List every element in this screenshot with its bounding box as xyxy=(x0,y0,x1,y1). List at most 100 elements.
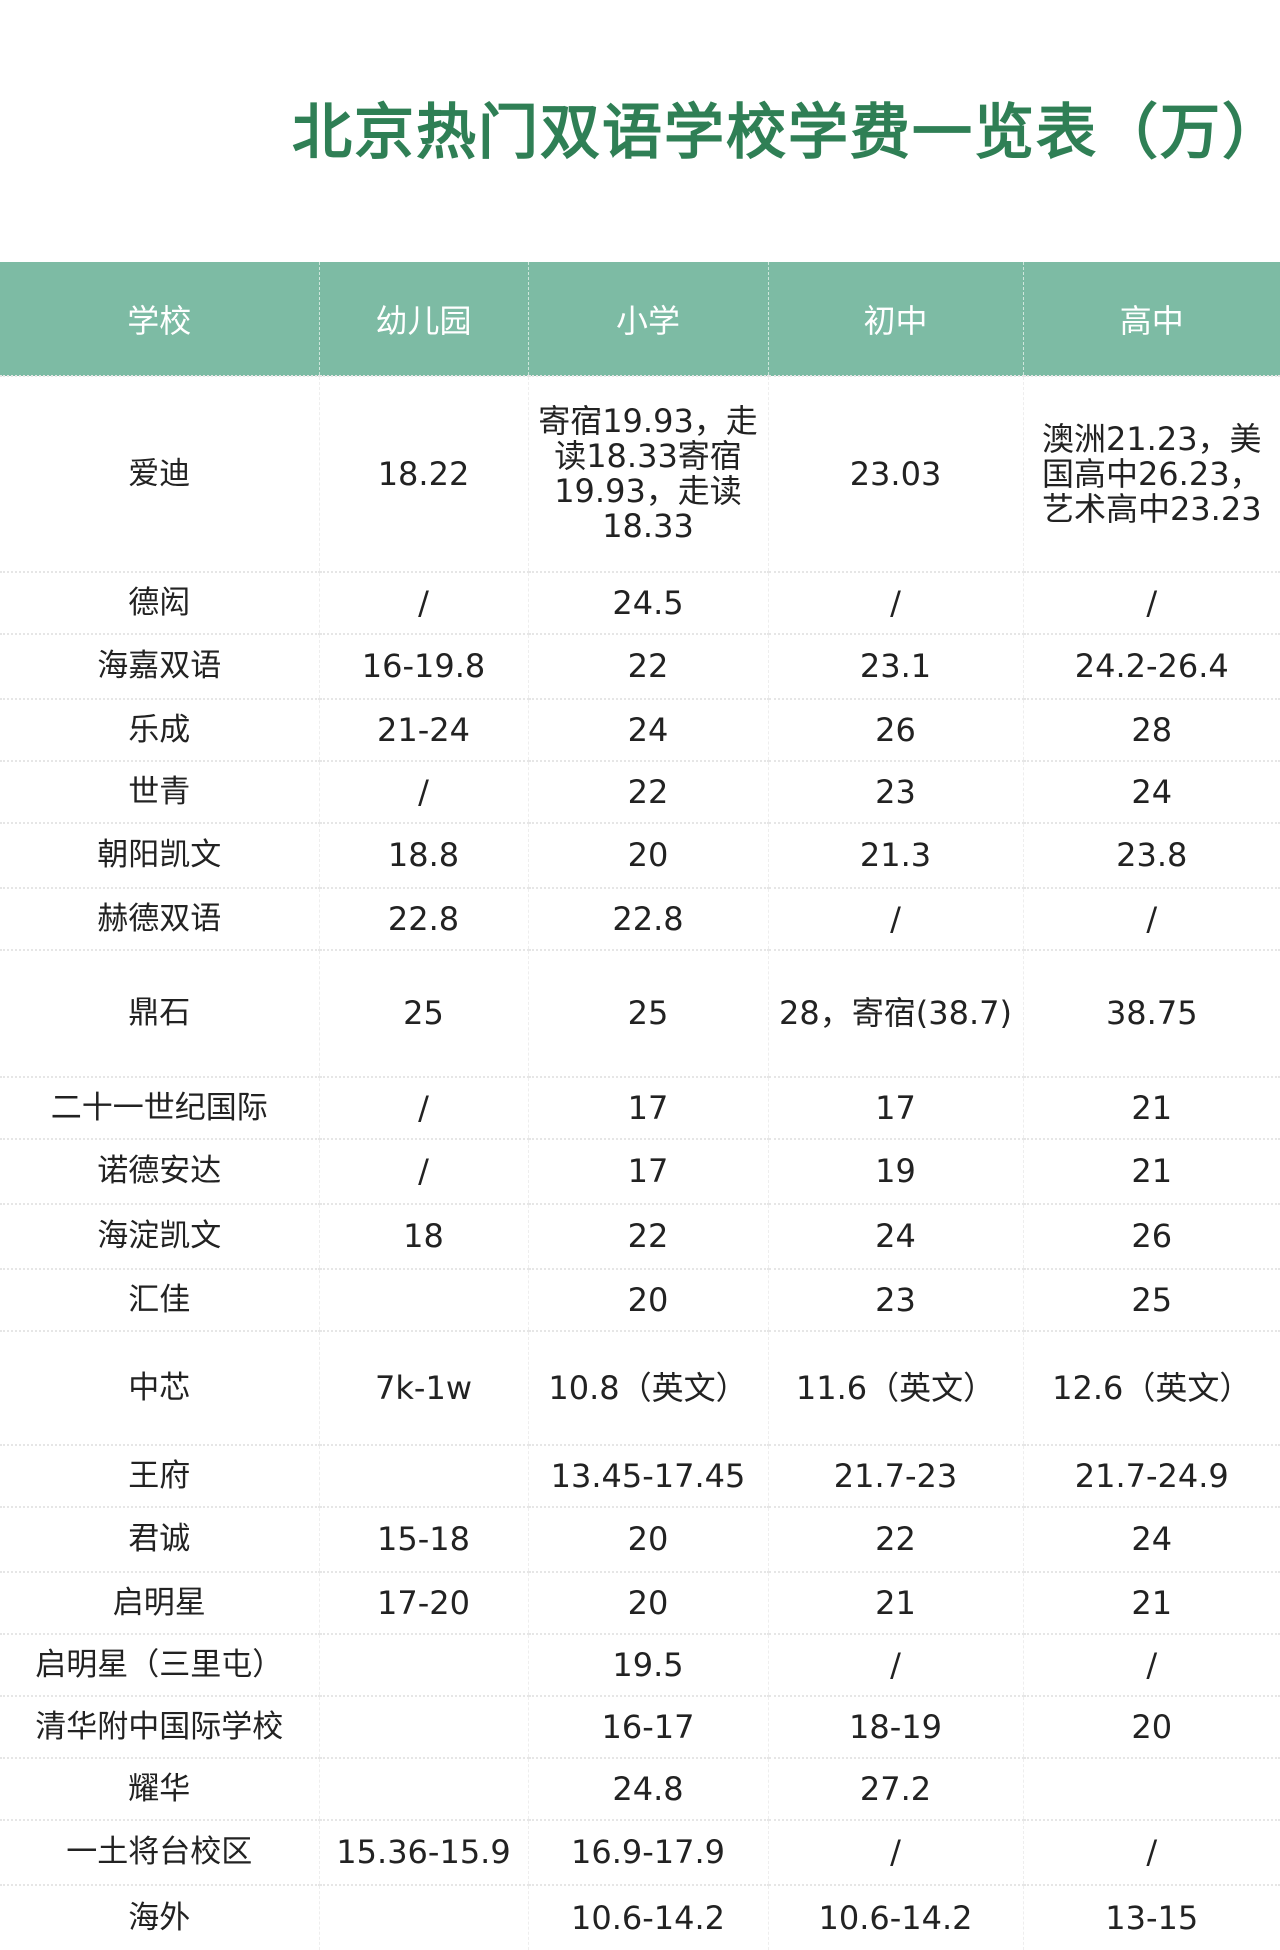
middle-fee: / xyxy=(767,1819,1023,1885)
high-fee: 24 xyxy=(1022,760,1280,823)
primary-fee: 13.45-17.45 xyxy=(527,1444,768,1507)
primary-fee: 20 xyxy=(527,1268,768,1331)
high-fee: 23.8 xyxy=(1022,822,1280,888)
school-name: 中芯 xyxy=(0,1330,319,1445)
column-header-high: 高中 xyxy=(1022,262,1280,376)
kindergarten-fee: 16-19.8 xyxy=(318,633,528,699)
kindergarten-fee: 7k-1w xyxy=(318,1330,528,1445)
table-row: 鼎石 25 25 28，寄宿(38.7) 38.75 xyxy=(0,949,1280,1077)
table-row: 中芯 7k-1w 10.8（英文） 11.6（英文） 12.6（英文） xyxy=(0,1330,1280,1445)
column-header-middle: 初中 xyxy=(767,262,1023,376)
school-name: 诺德安达 xyxy=(0,1138,319,1204)
kindergarten-fee xyxy=(318,1444,528,1507)
kindergarten-fee: / xyxy=(318,571,528,634)
high-fee: 21 xyxy=(1022,1138,1280,1204)
table-row: 朝阳凯文 18.8 20 21.3 23.8 xyxy=(0,822,1280,888)
high-fee: / xyxy=(1022,1633,1280,1696)
table-header-row: 学校 幼儿园 小学 初中 高中 xyxy=(0,262,1280,376)
primary-fee: 22 xyxy=(527,633,768,699)
table-row: 赫德双语 22.8 22.8// xyxy=(0,887,1280,950)
kindergarten-fee: 15.36-15.9 xyxy=(318,1819,528,1885)
school-name: 朝阳凯文 xyxy=(0,822,319,888)
middle-fee: 23.1 xyxy=(767,633,1023,699)
school-name: 海外 xyxy=(0,1884,319,1950)
middle-fee: 18-19 xyxy=(767,1695,1023,1758)
middle-fee: 24 xyxy=(767,1203,1023,1269)
middle-fee: 21.3 xyxy=(767,822,1023,888)
page-title: 北京热门双语学校学费一览表（万） xyxy=(292,98,1280,168)
primary-fee: 17 xyxy=(527,1138,768,1204)
primary-fee: 16.9-17.9 xyxy=(527,1819,768,1885)
middle-fee: 26 xyxy=(767,698,1023,761)
school-name: 王府 xyxy=(0,1444,319,1507)
high-fee: / xyxy=(1022,887,1280,950)
middle-fee: / xyxy=(767,887,1023,950)
kindergarten-fee: 17-20 xyxy=(318,1571,528,1634)
primary-fee: 22 xyxy=(527,760,768,823)
school-name: 鼎石 xyxy=(0,949,319,1077)
school-name: 清华附中国际学校 xyxy=(0,1695,319,1758)
high-fee: 13-15 xyxy=(1022,1884,1280,1950)
high-fee: 21 xyxy=(1022,1076,1280,1139)
middle-fee: 11.6（英文） xyxy=(767,1330,1023,1445)
kindergarten-fee: / xyxy=(318,760,528,823)
column-header-primary: 小学 xyxy=(527,262,768,376)
primary-fee: 17 xyxy=(527,1076,768,1139)
table-row: 德闳/24.5// xyxy=(0,571,1280,634)
primary-fee: 10.8（英文） xyxy=(527,1330,768,1445)
primary-fee: 24.8 xyxy=(527,1757,768,1820)
school-name: 耀华 xyxy=(0,1757,319,1820)
school-name: 德闳 xyxy=(0,571,319,634)
kindergarten-fee xyxy=(318,1884,528,1950)
school-name: 爱迪 xyxy=(0,375,319,572)
school-name: 启明星（三里屯） xyxy=(0,1633,319,1696)
high-fee: 21 xyxy=(1022,1571,1280,1634)
middle-fee: 22 xyxy=(767,1506,1023,1572)
primary-fee: 20 xyxy=(527,1571,768,1634)
kindergarten-fee: 21-24 xyxy=(318,698,528,761)
high-fee: 20 xyxy=(1022,1695,1280,1758)
table-row: 二十一世纪国际/17 17 21 xyxy=(0,1076,1280,1139)
school-name: 海嘉双语 xyxy=(0,633,319,699)
high-fee: / xyxy=(1022,1819,1280,1885)
table-row: 爱迪 18.22 寄宿19.93，走读18.33寄宿19.93，走读18.33 23.… xyxy=(0,375,1280,572)
middle-fee: 28，寄宿(38.7) xyxy=(767,949,1023,1077)
high-fee: 26 xyxy=(1022,1203,1280,1269)
kindergarten-fee: 18.8 xyxy=(318,822,528,888)
table-row: 一土将台校区 15.36-15.9 16.9-17.9// xyxy=(0,1819,1280,1885)
middle-fee: 17 xyxy=(767,1076,1023,1139)
primary-fee: 寄宿19.93，走读18.33寄宿19.93，走读18.33 xyxy=(527,375,768,572)
table-row: 汇佳 20 23 25 xyxy=(0,1268,1280,1331)
primary-fee: 10.6-14.2 xyxy=(527,1884,768,1950)
middle-fee: 10.6-14.2 xyxy=(767,1884,1023,1950)
middle-fee: 23.03 xyxy=(767,375,1023,572)
primary-fee: 22 xyxy=(527,1203,768,1269)
primary-fee: 25 xyxy=(527,949,768,1077)
high-fee: 21.7-24.9 xyxy=(1022,1444,1280,1507)
table-row: 海淀凯文 18 22 24 26 xyxy=(0,1203,1280,1269)
school-name: 汇佳 xyxy=(0,1268,319,1331)
table-row: 海外 10.6-14.2 10.6-14.2 13-15 xyxy=(0,1884,1280,1950)
kindergarten-fee: 22.8 xyxy=(318,887,528,950)
high-fee: 澳洲21.23，美国高中26.23，艺术高中23.23 xyxy=(1022,375,1280,572)
school-name: 海淀凯文 xyxy=(0,1203,319,1269)
table-row: 海嘉双语 16-19.8 22 23.1 24.2-26.4 xyxy=(0,633,1280,699)
table-row: 启明星（三里屯） 19.5// xyxy=(0,1633,1280,1696)
primary-fee: 20 xyxy=(527,822,768,888)
primary-fee: 19.5 xyxy=(527,1633,768,1696)
kindergarten-fee: 18 xyxy=(318,1203,528,1269)
table-row: 乐成 21-24 24 26 28 xyxy=(0,698,1280,761)
school-name: 启明星 xyxy=(0,1571,319,1634)
table-row: 诺德安达/17 19 21 xyxy=(0,1138,1280,1204)
high-fee: 12.6（英文） xyxy=(1022,1330,1280,1445)
kindergarten-fee xyxy=(318,1757,528,1820)
middle-fee: / xyxy=(767,571,1023,634)
table-row: 启明星 17-20 20 21 21 xyxy=(0,1571,1280,1634)
column-header-school: 学校 xyxy=(0,262,319,376)
primary-fee: 24.5 xyxy=(527,571,768,634)
high-fee: 38.75 xyxy=(1022,949,1280,1077)
school-name: 世青 xyxy=(0,760,319,823)
high-fee: 28 xyxy=(1022,698,1280,761)
kindergarten-fee xyxy=(318,1695,528,1758)
table-row: 王府 13.45-17.45 21.7-23 21.7-24.9 xyxy=(0,1444,1280,1507)
